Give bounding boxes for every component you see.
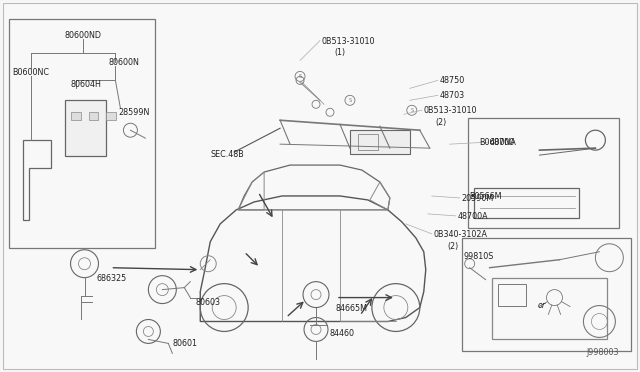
Bar (492, 278, 607, 339)
Text: 80604H: 80604H (70, 80, 101, 89)
Bar (461, 238, 631, 352)
Text: 80603: 80603 (195, 298, 220, 307)
Text: 48750: 48750 (440, 76, 465, 86)
Text: 686325: 686325 (97, 274, 127, 283)
Text: (2): (2) (436, 118, 447, 127)
Text: 28599N: 28599N (118, 108, 150, 117)
Text: (2): (2) (448, 242, 459, 251)
Text: B0600NA: B0600NA (479, 138, 516, 147)
Text: 80600ND: 80600ND (64, 31, 101, 39)
Text: B0566M: B0566M (470, 192, 502, 201)
Text: SEC.48B: SEC.48B (210, 150, 244, 159)
Text: 80601: 80601 (172, 339, 197, 349)
Text: 48703: 48703 (440, 92, 465, 100)
Text: B0600NC: B0600NC (13, 68, 50, 77)
Text: 80600N: 80600N (108, 58, 140, 67)
Text: 48700A: 48700A (458, 212, 488, 221)
Text: 48700: 48700 (490, 138, 515, 147)
Bar (498, 283, 525, 305)
Text: 0B513-31010: 0B513-31010 (424, 106, 477, 115)
Text: 0B340-3102A: 0B340-3102A (434, 230, 488, 239)
Text: 0B513-31010: 0B513-31010 (322, 36, 376, 45)
Bar (70, 112, 81, 120)
Text: S: S (410, 108, 413, 113)
Bar (65, 100, 106, 156)
Text: 84665M: 84665M (336, 304, 368, 312)
Text: S: S (298, 74, 301, 79)
Bar (9, 19, 156, 248)
Text: S: S (348, 98, 351, 103)
Bar (106, 112, 116, 120)
Text: 84460: 84460 (330, 330, 355, 339)
Text: 99810S: 99810S (464, 252, 494, 261)
Bar (350, 130, 410, 154)
Bar (88, 112, 99, 120)
Bar (468, 118, 620, 228)
Text: (1): (1) (334, 48, 345, 57)
Text: J998003: J998003 (587, 348, 620, 357)
Bar (358, 134, 378, 150)
Text: 20590M: 20590M (461, 194, 494, 203)
Text: or: or (538, 301, 545, 310)
